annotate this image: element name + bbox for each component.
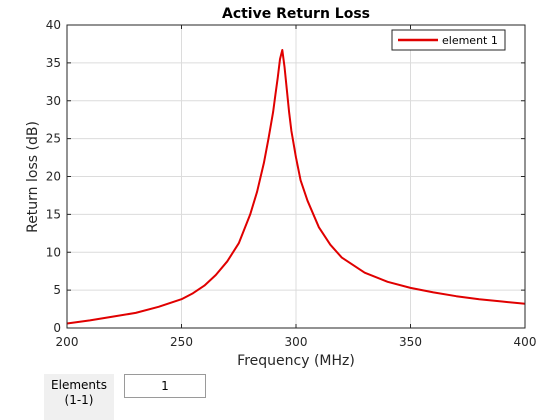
elements-control: Elements (1-1) — [44, 374, 224, 420]
elements-label: Elements (1-1) — [44, 374, 114, 420]
elements-label-text: Elements — [51, 378, 107, 392]
x-tick-label: 350 — [399, 335, 422, 349]
x-tick-label: 200 — [56, 335, 79, 349]
y-tick-label: 25 — [46, 132, 61, 146]
x-tick-label: 300 — [285, 335, 308, 349]
y-tick-label: 0 — [53, 321, 61, 335]
y-tick-label: 5 — [53, 283, 61, 297]
y-tick-label: 35 — [46, 56, 61, 70]
x-axis-label: Frequency (MHz) — [237, 353, 355, 369]
x-tick-label: 400 — [514, 335, 537, 349]
y-tick-label: 10 — [46, 245, 61, 259]
chart-title: Active Return Loss — [222, 6, 370, 22]
legend-label: element 1 — [442, 34, 498, 47]
y-tick-label: 20 — [46, 170, 61, 184]
y-tick-label: 15 — [46, 207, 61, 221]
legend-box — [391, 29, 506, 51]
y-axis-label: Return loss (dB) — [25, 121, 41, 233]
elements-range-text: (1-1) — [64, 393, 94, 407]
legend: element 1 — [391, 29, 506, 51]
y-tick-label: 40 — [46, 18, 61, 32]
x-tick-label: 250 — [170, 335, 193, 349]
y-tick-label: 30 — [46, 94, 61, 108]
grid-lines — [67, 25, 525, 328]
elements-input[interactable] — [124, 374, 206, 398]
series-line — [66, 49, 526, 325]
